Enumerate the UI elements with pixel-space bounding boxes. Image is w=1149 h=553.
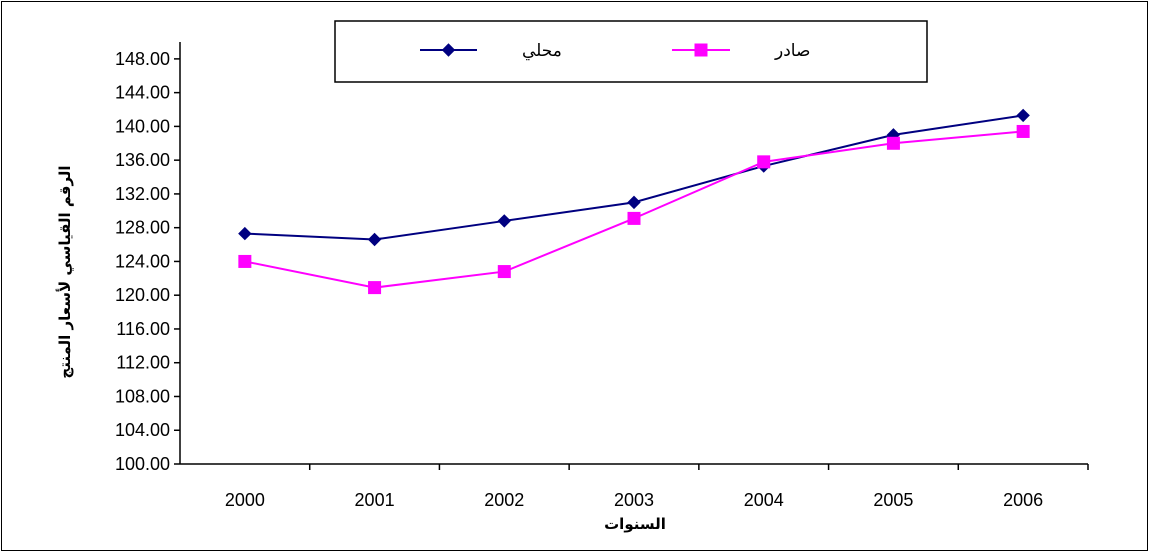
legend: محلي صادر (334, 20, 928, 83)
series-1 (238, 108, 1030, 247)
square-marker (757, 155, 771, 169)
square-marker (694, 43, 708, 57)
diamond-marker (627, 195, 641, 210)
series-line (244, 130, 1024, 289)
series-group (238, 108, 1030, 295)
y-tick-label: 108.00 (115, 386, 170, 406)
x-tick-label: 2003 (614, 490, 654, 510)
y-tick-label: 104.00 (115, 420, 170, 440)
square-marker (886, 136, 900, 150)
diamond-marker (441, 43, 456, 57)
y-tick-label: 144.00 (115, 83, 170, 103)
y-tick-label: 112.00 (116, 353, 170, 373)
y-axis-title: الرقم القياسي لأسعار المنتج (56, 165, 74, 378)
legend-label: صادر (774, 41, 810, 61)
diamond-marker (238, 226, 252, 241)
x-tick-label: 2001 (355, 490, 395, 510)
diamond-marker (367, 232, 382, 247)
series-2 (238, 124, 1030, 295)
y-tick-label: 116.00 (116, 319, 170, 339)
x-tick-label: 2006 (1003, 490, 1043, 510)
y-tick-label: 132.00 (115, 184, 170, 204)
legend-entry-1: محلي (420, 41, 562, 61)
legend-items: محلي صادر (420, 41, 810, 61)
legend-entry-2: صادر (672, 41, 810, 61)
square-marker (368, 281, 382, 295)
y-tick-label: 120.00 (115, 285, 170, 305)
y-tick-label: 140.00 (115, 116, 170, 136)
x-tick-label: 2002 (484, 490, 524, 510)
square-marker (627, 211, 641, 225)
x-tick-label: 2004 (744, 490, 784, 510)
y-tick-label: 124.00 (115, 251, 170, 271)
x-tick-label: 2005 (873, 490, 913, 510)
square-marker (497, 265, 511, 279)
y-axis: 100.00 104.00 108.00 112.00 116.00 120.00 124.… (115, 42, 181, 474)
x-tick-label: 2000 (225, 490, 265, 510)
y-tick-label: 136.00 (115, 150, 170, 170)
legend-box (334, 20, 928, 83)
diamond-marker (497, 214, 511, 228)
y-tick-label: 100.00 (115, 454, 170, 474)
legend-label: محلي (522, 41, 562, 61)
y-tick-label: 148.00 (115, 49, 170, 69)
x-axis-title: السنوات (604, 515, 666, 533)
square-marker (1016, 124, 1030, 138)
diamond-marker (1016, 108, 1030, 123)
square-marker (238, 254, 252, 268)
y-tick-label: 128.00 (115, 218, 170, 238)
x-axis: 2000 2001 2002 2003 2004 2005 2006 (180, 463, 1089, 510)
